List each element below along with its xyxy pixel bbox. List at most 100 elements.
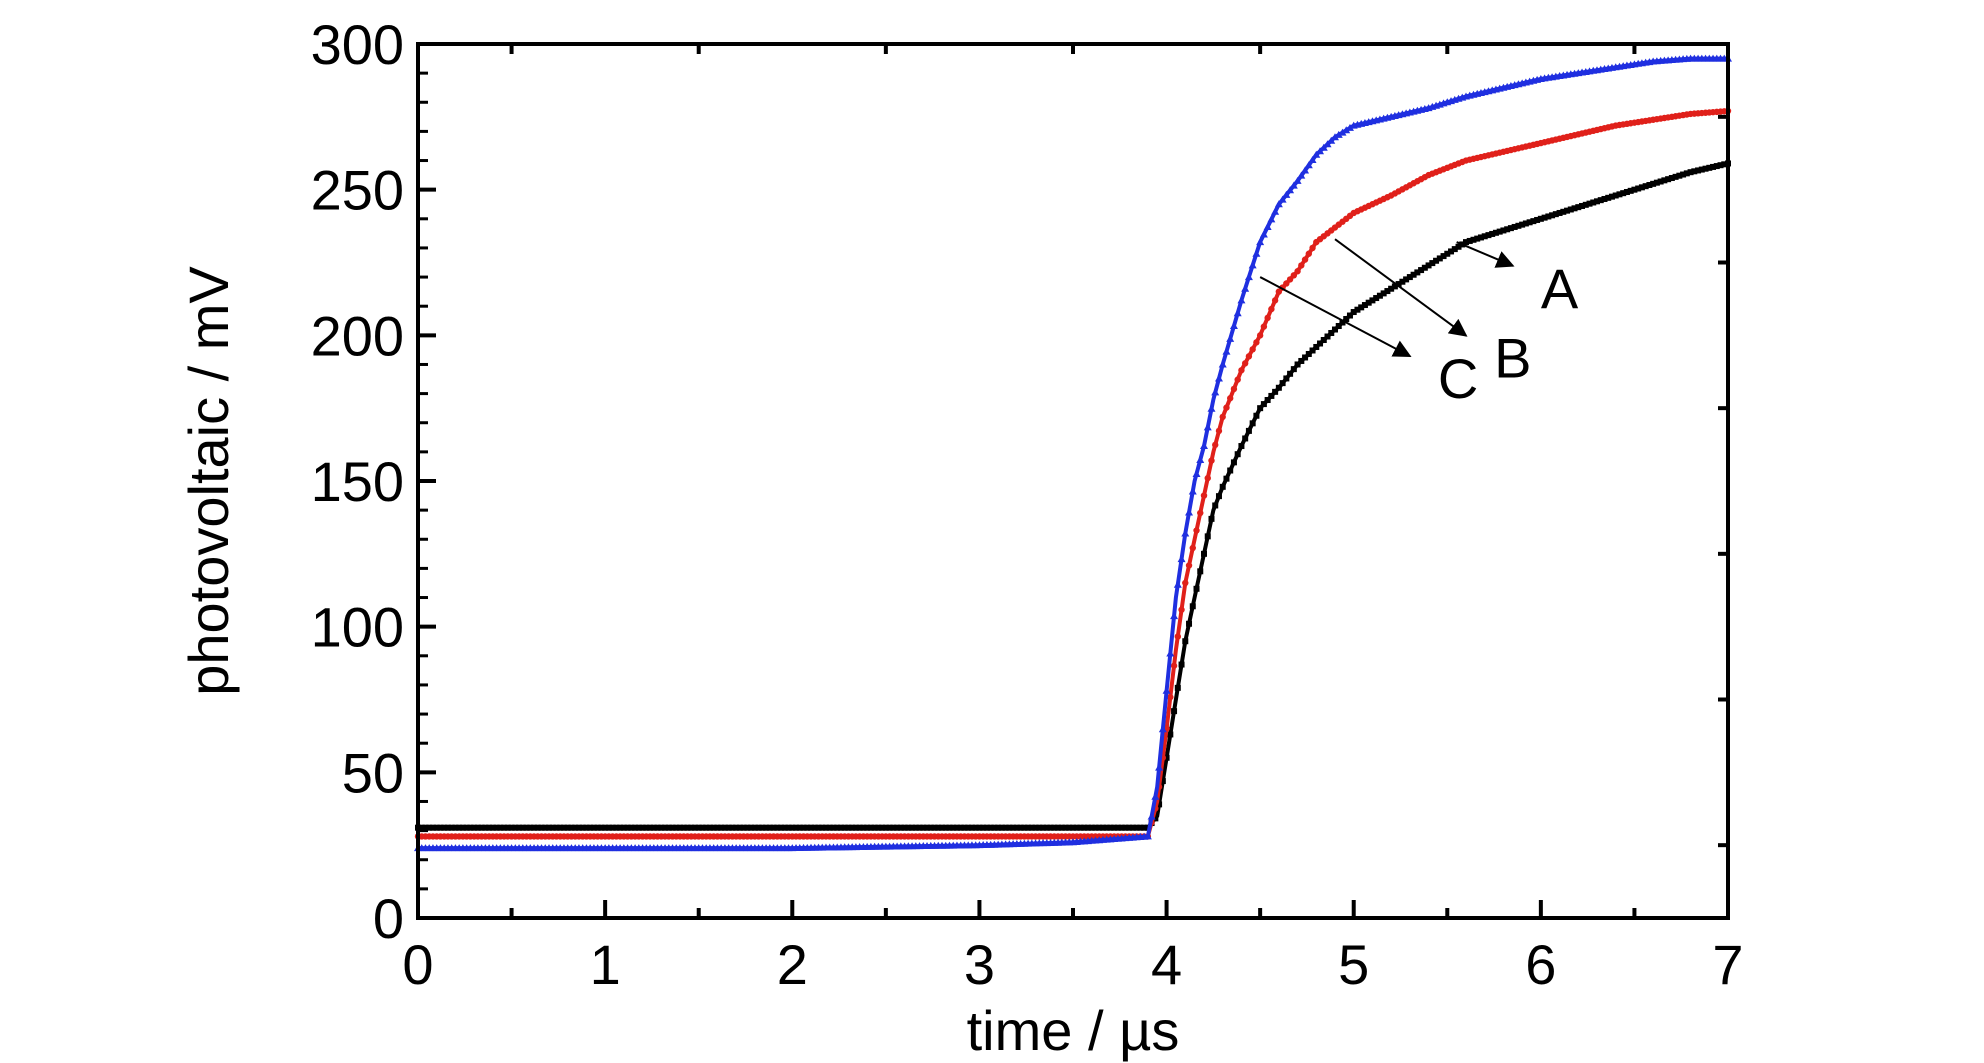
series-point-A — [879, 824, 886, 831]
series-point-A — [1283, 375, 1290, 382]
series-point-A — [1414, 269, 1421, 276]
x-tick-label: 5 — [1338, 933, 1369, 996]
series-point-A — [598, 824, 605, 831]
series-point-A — [845, 824, 852, 831]
series-point-A — [568, 824, 575, 831]
series-point-A — [534, 824, 541, 831]
series-point-B — [1182, 579, 1189, 587]
series-point-A — [1346, 312, 1353, 319]
series-point-A — [699, 824, 706, 831]
series-point-A — [1208, 515, 1215, 522]
series-point-A — [1186, 620, 1193, 627]
series-point-A — [1635, 185, 1642, 192]
series-point-A — [1257, 405, 1264, 412]
series-point-A — [1099, 824, 1106, 831]
x-tick-label: 4 — [1151, 933, 1182, 996]
series-point-A — [1436, 255, 1443, 262]
series-point-C — [1151, 792, 1160, 800]
series-point-A — [564, 824, 571, 831]
series-point-A — [980, 824, 987, 831]
series-point-A — [826, 824, 833, 831]
series-point-C — [1233, 309, 1242, 317]
series-point-C — [1218, 360, 1227, 368]
series-point-A — [987, 824, 994, 831]
series-point-C — [1200, 442, 1208, 450]
series-point-A — [995, 824, 1002, 831]
series-point-A — [1230, 459, 1237, 466]
series-point-A — [1328, 330, 1335, 337]
series-point-A — [725, 824, 732, 831]
series-point-A — [976, 824, 983, 831]
series-point-A — [1384, 288, 1391, 295]
series-point-A — [830, 824, 837, 831]
series-point-C — [1282, 190, 1291, 198]
series-point-A — [489, 824, 496, 831]
series-point-C — [1289, 181, 1298, 189]
series-point-B — [1174, 633, 1182, 640]
series-point-A — [632, 824, 639, 831]
series-point-A — [860, 824, 867, 831]
series-point-A — [942, 824, 949, 831]
annotation-label-A: A — [1541, 257, 1579, 320]
series-point-C — [1229, 322, 1238, 330]
series-point-C — [1278, 195, 1287, 203]
series-point-C — [1211, 388, 1220, 396]
series-point-B — [1193, 527, 1200, 534]
series-point-A — [1339, 319, 1346, 326]
series-point-A — [1249, 420, 1256, 427]
series-point-C — [1252, 249, 1261, 257]
series-point-A — [688, 824, 695, 831]
series-line-A — [418, 161, 1729, 830]
series-point-A — [1470, 236, 1477, 243]
series-point-A — [781, 824, 788, 831]
series-point-A — [924, 824, 931, 831]
series-point-A — [1040, 824, 1047, 831]
series-point-A — [1163, 754, 1170, 761]
x-tick-label: 3 — [964, 933, 995, 996]
series-point-A — [1691, 168, 1698, 175]
series-point-A — [1444, 250, 1451, 257]
series-point-B — [1283, 280, 1290, 287]
series-point-A — [957, 824, 964, 831]
series-point-A — [1500, 227, 1507, 234]
series-point-A — [1129, 824, 1136, 831]
series-point-A — [1013, 824, 1020, 831]
series-point-A — [871, 824, 878, 831]
series-point-A — [542, 824, 549, 831]
series-point-A — [864, 824, 871, 831]
series-point-A — [1485, 232, 1492, 239]
series-point-B — [1256, 332, 1264, 339]
series-point-A — [1594, 198, 1600, 205]
series-point-A — [1279, 380, 1286, 387]
series-point-A — [785, 824, 792, 831]
series-point-A — [819, 824, 826, 831]
annotation-label-C: C — [1438, 347, 1478, 410]
series-point-A — [849, 824, 856, 831]
series-point-A — [1264, 397, 1271, 404]
series-point-A — [1317, 340, 1324, 347]
series-point-A — [1597, 197, 1604, 204]
series-point-A — [1287, 370, 1294, 377]
series-point-B — [1212, 441, 1219, 449]
series-point-A — [1017, 824, 1024, 831]
series-point-A — [998, 824, 1005, 831]
series-point-B — [1208, 457, 1215, 464]
series-point-A — [478, 824, 485, 831]
series-point-A — [1522, 220, 1529, 227]
series-point-A — [759, 824, 766, 831]
series-point-A — [927, 824, 934, 831]
series-point-A — [1519, 221, 1526, 228]
series-point-A — [1302, 354, 1309, 361]
series-point-A — [1070, 824, 1076, 831]
series-point-A — [1028, 824, 1035, 831]
series-point-C — [1241, 284, 1250, 292]
y-axis-title: photovoltaic / mV — [177, 266, 240, 696]
series-point-A — [1182, 638, 1189, 645]
series-point-A — [1373, 295, 1380, 302]
series-point-A — [467, 824, 474, 831]
series-point-A — [602, 824, 609, 831]
series-point-A — [740, 824, 747, 831]
series-point-A — [1601, 195, 1608, 202]
series-point-A — [620, 824, 627, 831]
series-point-A — [748, 824, 755, 831]
